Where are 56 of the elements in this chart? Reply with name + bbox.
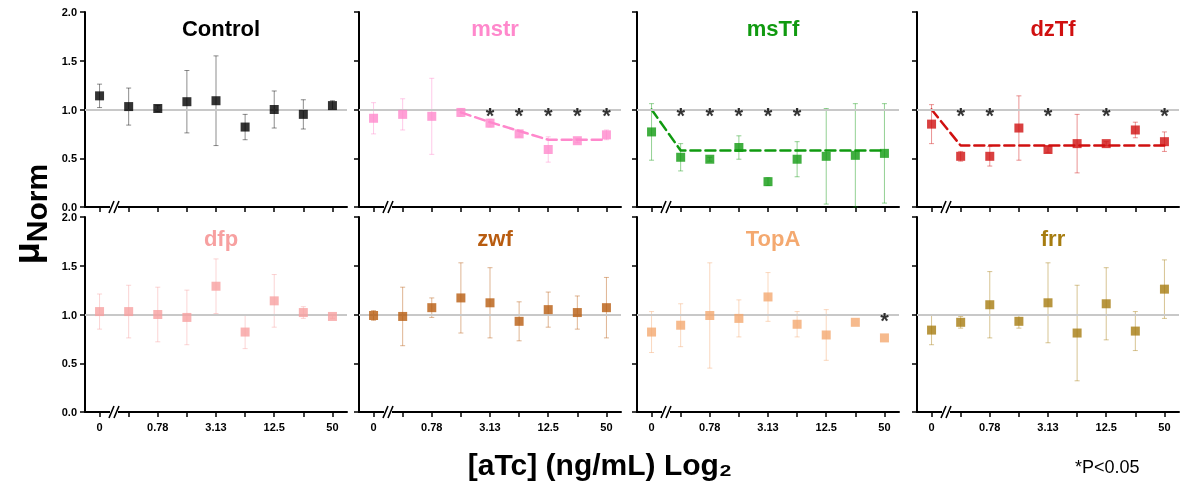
chart-title: TopA [745, 225, 801, 251]
y-tick-label: 0.0 [61, 201, 77, 213]
data-label: * [602, 103, 612, 128]
data-label: * [734, 103, 744, 128]
x-tick-label: 12.5 [1095, 420, 1117, 433]
x-tick-label: 0.78 [979, 420, 1001, 433]
y-tick-label: 0.5 [61, 152, 77, 165]
y-tick-label: 1.5 [61, 54, 77, 67]
chart-title: dfp [203, 225, 239, 251]
data-label: * [543, 103, 553, 128]
y-tick-label: 0.5 [61, 357, 77, 370]
x-tick-label: 50 [1158, 420, 1171, 433]
y-tick-label: 1.5 [61, 259, 77, 272]
y-tick-label: 1.0 [61, 103, 77, 116]
x-tick-label: 50 [600, 420, 613, 433]
data-label: * [705, 103, 715, 128]
data-label: * [1043, 103, 1053, 128]
chart-title: mstr [471, 15, 520, 41]
x-tick-label: 0.78 [147, 420, 169, 433]
x-tick-label: 0 [370, 420, 377, 433]
data-label: * [1160, 103, 1170, 128]
x-tick-label: 3.13 [205, 420, 227, 433]
chart-title: dzTf [1030, 15, 1077, 41]
chart-title: Control [181, 15, 261, 41]
chart-title: msTf [746, 15, 800, 41]
x-tick-label: 3.13 [479, 420, 501, 433]
x-tick-label: 50 [878, 420, 891, 433]
data-label: * [956, 103, 966, 128]
data-label: * [792, 103, 802, 128]
x-tick-label: 12.5 [815, 420, 837, 433]
data-label: * [514, 103, 524, 128]
x-tick-label: 0 [928, 420, 935, 433]
data-label: * [985, 103, 995, 128]
x-tick-label: 3.13 [757, 420, 779, 433]
data-label: * [676, 103, 686, 128]
x-tick-label: 0.78 [421, 420, 443, 433]
x-tick-label: 12.5 [263, 420, 285, 433]
chart-title: zwf [477, 225, 514, 251]
data-label: * [763, 103, 773, 128]
x-tick-label: 12.5 [537, 420, 559, 433]
y-tick-label: 0.0 [61, 406, 77, 418]
data-label: * [1101, 103, 1111, 128]
x-axis-title: [aTc] (ng/mL) Log₂ [466, 448, 734, 482]
x-tick-label: 3.13 [1037, 420, 1059, 433]
x-tick-label: 50 [326, 420, 339, 433]
x-tick-label: 0 [648, 420, 655, 433]
x-tick-label: 0.78 [699, 420, 721, 433]
data-label: * [880, 308, 890, 333]
data-label: * [573, 103, 583, 128]
text: *P<0.05 [1075, 457, 1140, 478]
x-tick-label: 0 [96, 420, 103, 433]
y-tick-label: 2.0 [61, 6, 77, 18]
y-tick-label: 2.0 [61, 211, 77, 223]
data-label: * [485, 103, 495, 128]
y-tick-label: 1.0 [61, 308, 77, 321]
chart-title: frr [1040, 225, 1066, 251]
